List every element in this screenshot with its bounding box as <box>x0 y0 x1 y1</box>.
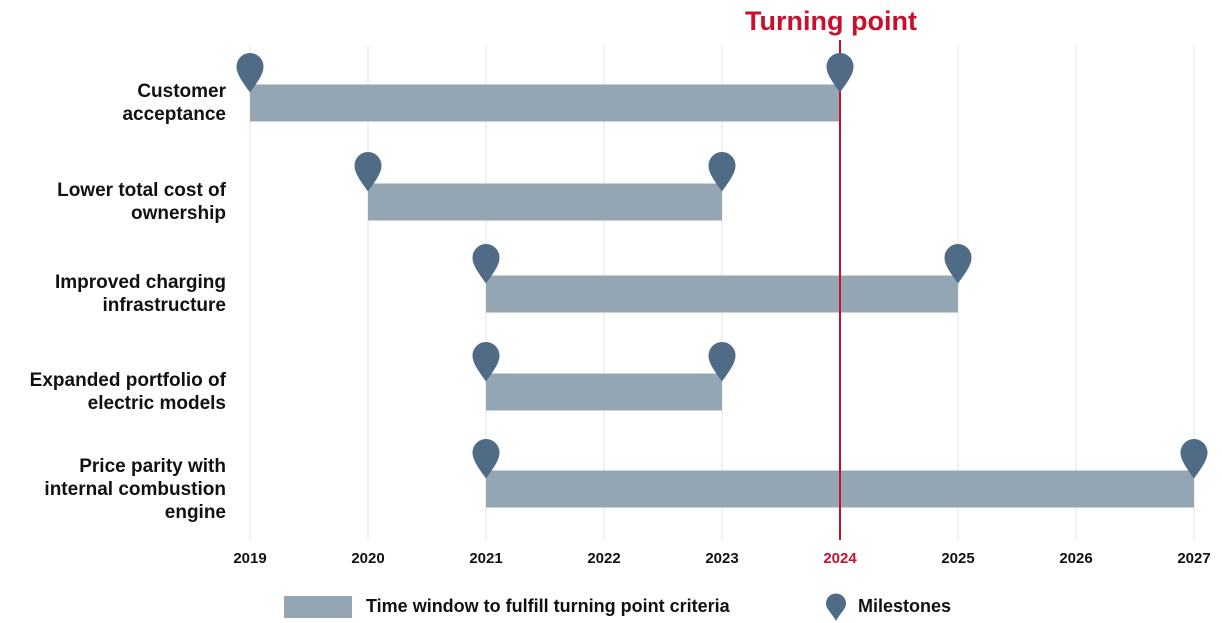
category-label-line: internal combustion <box>44 478 226 500</box>
category-label: Expanded portfolio of electric models <box>0 369 226 415</box>
category-label: Price parity with internal combustion engi… <box>0 455 226 524</box>
milestone-pin-1-end <box>708 152 736 192</box>
x-tick-label-2027: 2027 <box>1177 550 1210 567</box>
bar-0 <box>250 84 840 122</box>
category-label-line: acceptance <box>122 104 226 125</box>
x-tick-label-2026: 2026 <box>1059 550 1092 567</box>
bar-2 <box>486 275 958 313</box>
category-label: Improved charging infrastructure <box>0 271 226 317</box>
milestone-pin-4-start <box>472 439 500 479</box>
milestone-pin-1-start <box>354 152 382 192</box>
milestone-pin-0-end <box>826 52 854 93</box>
category-label-line: infrastructure <box>102 295 226 316</box>
category-label-line: Lower total cost of <box>57 180 226 201</box>
category-label-line: Improved charging <box>54 272 226 293</box>
x-tick-label-2019: 2019 <box>233 550 266 567</box>
legend: Time window to fulfill turning point cri… <box>0 593 1222 623</box>
legend-pin-icon <box>826 593 846 621</box>
category-label: Customer acceptance <box>0 80 226 126</box>
milestone-pin-4-end <box>1180 439 1208 479</box>
bar-3 <box>486 373 722 411</box>
milestone-pin-3-end <box>708 342 736 382</box>
category-label-line: Price parity with <box>79 455 226 477</box>
x-tick-label-2023: 2023 <box>705 550 738 567</box>
milestone-pin-2-start <box>472 244 500 284</box>
legend-milestones-label: Milestones <box>858 596 952 616</box>
legend-bar-swatch <box>284 596 352 618</box>
category-label-line: engine <box>164 501 226 523</box>
category-label-line: Customer <box>137 81 226 102</box>
x-tick-label-2025: 2025 <box>941 550 974 567</box>
x-tick-label-2022: 2022 <box>587 550 620 567</box>
milestone-pin-3-start <box>472 342 500 382</box>
x-tick-label-2024: 2024 <box>823 550 857 567</box>
milestone-pin-2-end <box>944 244 972 284</box>
x-tick-label-2021: 2021 <box>469 550 502 567</box>
category-label-line: ownership <box>130 203 226 224</box>
category-label-line: electric models <box>87 393 226 414</box>
milestone-pin-0-start <box>236 52 264 93</box>
legend-bar-label: Time window to fulfill turning point cri… <box>366 596 730 616</box>
bar-1 <box>368 183 722 221</box>
chart-title: Turning point <box>745 6 917 36</box>
category-label: Lower total cost of ownership <box>0 179 226 225</box>
category-label-line: Expanded portfolio of <box>29 370 226 391</box>
x-tick-label-2020: 2020 <box>351 550 384 567</box>
